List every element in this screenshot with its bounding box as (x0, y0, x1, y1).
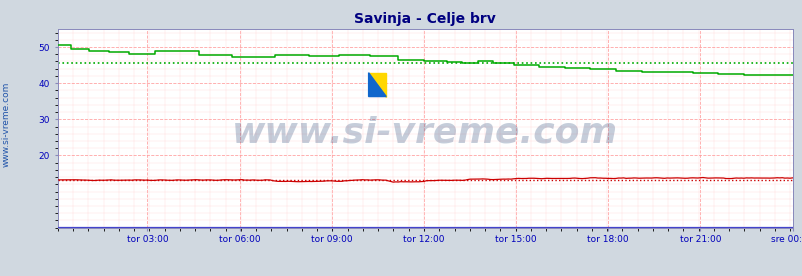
Text: www.si-vreme.com: www.si-vreme.com (232, 115, 618, 149)
Title: Savinja - Celje brv: Savinja - Celje brv (354, 12, 496, 26)
Polygon shape (368, 73, 386, 97)
Polygon shape (368, 73, 386, 97)
Text: www.si-vreme.com: www.si-vreme.com (2, 81, 11, 167)
